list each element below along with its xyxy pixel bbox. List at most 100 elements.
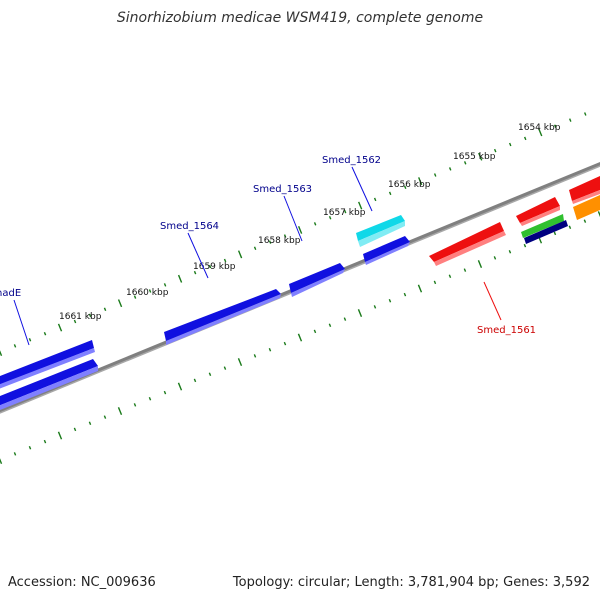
gene-red-3[interactable] — [569, 176, 600, 204]
gene-label-smed-1561[interactable]: Smed_1561 — [477, 325, 536, 336]
ruler-tick — [193, 378, 197, 383]
ruler-tick — [237, 250, 243, 259]
label-line-smed-1562 — [351, 166, 373, 212]
ruler-tick — [373, 197, 377, 202]
ruler-tick — [208, 372, 212, 377]
ruler-tick — [388, 191, 392, 196]
tick-label-1657: 1657 kbp — [323, 208, 366, 218]
gene-nadE-forward-2[interactable] — [0, 359, 98, 410]
ruler-tick — [117, 407, 123, 415]
gene-label-smed-1564[interactable]: Smed_1564 — [160, 221, 219, 232]
ruler-tick — [388, 299, 392, 303]
ruler-tick — [73, 319, 77, 324]
tick-label-1655: 1655 kbp — [453, 152, 496, 162]
ruler-tick — [493, 148, 497, 153]
ruler-tick — [0, 350, 3, 356]
ruler-tick — [478, 152, 483, 161]
ruler-tick — [148, 289, 152, 293]
ruler-tick — [523, 136, 527, 141]
ruler-tick — [328, 323, 332, 328]
ruler-tick — [268, 240, 272, 244]
label-line-smed-1564 — [187, 232, 209, 279]
ruler-tick — [417, 284, 423, 293]
ruler-tick — [223, 258, 227, 263]
ruler-tick — [103, 415, 107, 419]
gene-smed-1561[interactable] — [429, 222, 506, 266]
ruler-tick — [433, 173, 437, 177]
ruler-tick — [177, 382, 183, 391]
outer-ruler-ticks — [0, 112, 587, 356]
ruler-tick — [418, 177, 423, 186]
ruler-tick — [133, 403, 137, 407]
ruler-tick — [373, 305, 377, 309]
ruler-tick — [57, 323, 63, 332]
ruler-tick — [448, 167, 452, 171]
ruler-tick — [28, 446, 32, 450]
ruler-tick — [463, 268, 467, 272]
ruler-tick — [0, 458, 3, 464]
tick-label-1656: 1656 kbp — [388, 180, 431, 190]
gene-orange[interactable] — [573, 195, 600, 220]
ruler-tick — [13, 344, 17, 348]
ruler-tick — [448, 274, 452, 279]
gene-label-smed-1563[interactable]: Smed_1563 — [253, 184, 312, 195]
ruler-tick — [117, 299, 123, 308]
ruler-tick — [148, 397, 152, 401]
gene-smed-1562-forward[interactable] — [363, 236, 410, 265]
gene-smed-1562[interactable] — [356, 215, 405, 247]
ruler-tick — [508, 142, 512, 147]
ruler-tick — [493, 256, 497, 260]
ruler-tick — [103, 307, 107, 312]
ruler-tick — [208, 264, 212, 269]
ruler-tick — [268, 348, 272, 352]
ruler-tick — [297, 225, 303, 234]
ruler-tick — [358, 201, 363, 210]
ruler-tick — [538, 128, 543, 137]
ruler-tick — [223, 366, 227, 370]
ruler-tick — [133, 295, 137, 299]
tick-label-1654: 1654 kbp — [518, 123, 561, 133]
ruler-tick — [568, 118, 572, 122]
ruler-tick — [553, 231, 557, 236]
ruler-tick — [297, 333, 303, 342]
gene-nadE-forward[interactable] — [0, 340, 95, 390]
ruler-tick — [177, 274, 183, 283]
ruler-tick — [584, 112, 587, 116]
ruler-tick — [88, 313, 92, 318]
ruler-tick — [523, 243, 527, 248]
ruler-tick — [73, 427, 77, 432]
gene-red-2[interactable] — [516, 197, 560, 226]
gene-smed-1563[interactable] — [289, 263, 345, 297]
ruler-tick — [43, 331, 47, 336]
ruler-tick — [163, 283, 167, 287]
tick-label-1659: 1659 kbp — [193, 262, 236, 272]
ruler-tick — [313, 222, 317, 226]
inner-ruler-ticks — [0, 211, 600, 464]
ruler-tick — [283, 341, 287, 346]
ruler-tick — [357, 309, 363, 317]
ruler-tick — [13, 452, 17, 456]
ruler-tick — [403, 292, 407, 297]
ruler-tick — [313, 329, 317, 334]
ruler-tick — [403, 185, 407, 189]
gene-label-smed-1562[interactable]: Smed_1562 — [322, 155, 381, 166]
ruler-tick — [553, 124, 557, 128]
ruler-tick — [253, 354, 257, 358]
ruler-tick — [583, 219, 587, 223]
ruler-tick — [163, 390, 167, 395]
gene-smed-1564[interactable] — [164, 289, 281, 345]
gene-label-nadE[interactable]: nadE — [0, 288, 21, 299]
genome-summary-text: Topology: circular; Length: 3,781,904 bp… — [232, 575, 590, 590]
gene-navy[interactable] — [524, 220, 568, 244]
tick-label-1660: 1660 kbp — [126, 288, 169, 298]
map-title: Sinorhizobium medicae WSM419, complete g… — [116, 10, 484, 26]
gene-green[interactable] — [521, 214, 564, 238]
ruler-tick — [328, 215, 332, 220]
ruler-tick — [57, 431, 63, 440]
label-line-nadE — [13, 299, 30, 346]
ruler-tick — [343, 209, 347, 214]
ruler-tick — [283, 234, 287, 238]
ruler-tick — [477, 260, 483, 268]
ruler-tick — [28, 338, 32, 342]
